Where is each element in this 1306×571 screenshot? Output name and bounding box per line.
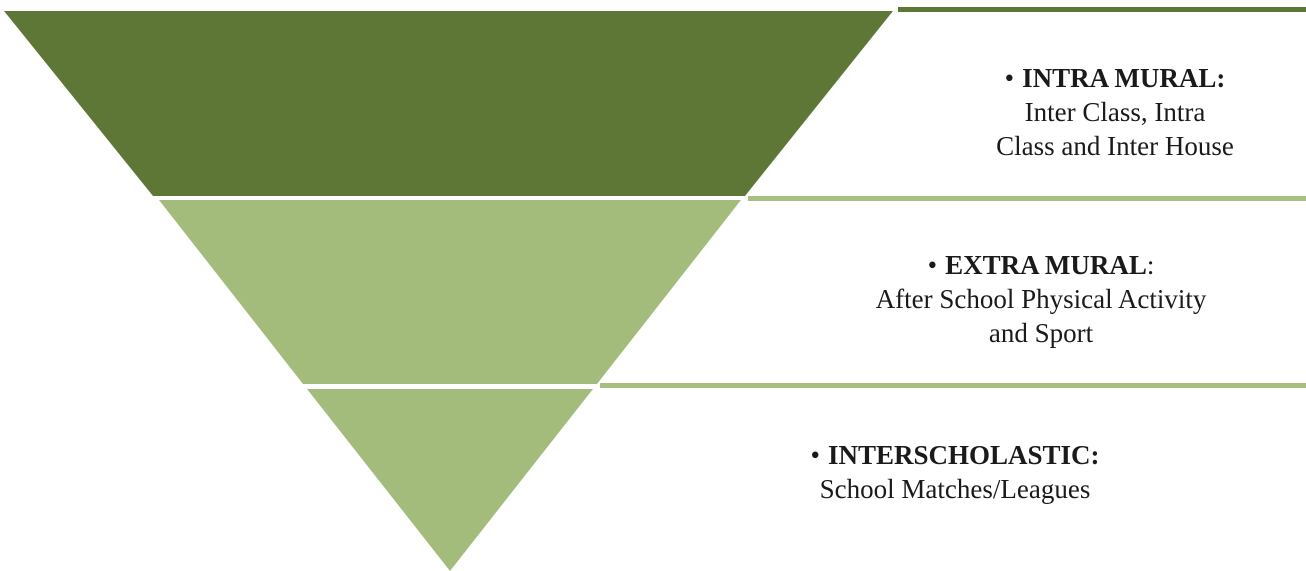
level-description-line: Inter Class, Intra [1024, 97, 1206, 127]
divider-line-bottom [600, 383, 1306, 388]
level-heading: INTRA MURAL: [1022, 63, 1226, 93]
level-heading: INTERSCHOLASTIC: [827, 440, 1100, 470]
level-description-line: and Sport [988, 318, 1094, 348]
level-description-line: After School Physical Activity [875, 284, 1207, 314]
funnel-band-extramural [159, 200, 741, 384]
bullet-marker: • [927, 250, 938, 280]
level-interscholastic-label: • INTERSCHOLASTIC: School Matches/Leagues [770, 438, 1140, 506]
level-heading: EXTRA MURAL [945, 250, 1147, 280]
level-extramural-label: • EXTRA MURAL: After School Physical Acti… [836, 248, 1246, 350]
level-heading-suffix: : [1146, 250, 1155, 280]
divider-line-middle [748, 196, 1306, 201]
level-intramural-label: • INTRA MURAL: Inter Class, Intra Class a… [960, 61, 1270, 163]
divider-line-top [898, 7, 1306, 12]
bullet-marker: • [810, 440, 820, 470]
level-description-line: Class and Inter House [996, 131, 1234, 161]
level-description-line: School Matches/Leagues [819, 474, 1091, 504]
bullet-marker: • [1004, 63, 1015, 93]
funnel-band-intramural [4, 11, 893, 196]
funnel-band-interscholastic [307, 389, 593, 571]
